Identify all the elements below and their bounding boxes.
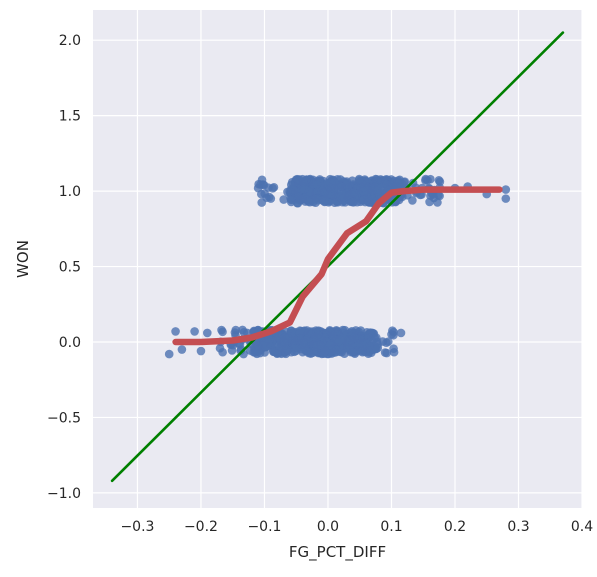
scatter-point bbox=[330, 327, 339, 336]
scatter-point bbox=[299, 184, 309, 194]
lowess-line bbox=[172, 186, 503, 346]
x-tick-label: −0.3 bbox=[120, 519, 154, 535]
x-tick-label: 0.1 bbox=[380, 519, 402, 535]
scatter-point bbox=[296, 326, 306, 336]
scatter-point bbox=[348, 197, 358, 207]
x-tick-label: −0.1 bbox=[247, 519, 281, 535]
scatter-point bbox=[286, 195, 296, 204]
scatter-point bbox=[326, 183, 335, 193]
scatter-point bbox=[256, 189, 266, 199]
scatter-point bbox=[348, 348, 358, 357]
scatter-point bbox=[190, 327, 199, 336]
x-tick-label: 0.4 bbox=[571, 519, 593, 535]
y-tick-label: 2.0 bbox=[59, 33, 81, 49]
scatter-point bbox=[354, 176, 364, 185]
scatter-point bbox=[257, 198, 267, 207]
scatter-point bbox=[217, 325, 226, 335]
scatter-point bbox=[340, 349, 349, 358]
scatter-point bbox=[203, 328, 212, 338]
plot-area bbox=[93, 10, 582, 508]
scatter-point bbox=[435, 191, 444, 201]
scatter-point bbox=[372, 333, 381, 342]
scatter-point bbox=[349, 188, 358, 198]
scatter-point bbox=[280, 333, 290, 342]
scatter-point bbox=[239, 327, 249, 337]
scatter-point bbox=[317, 186, 327, 196]
scatter-point bbox=[293, 198, 303, 208]
scatter-point bbox=[298, 177, 308, 186]
scatter-point bbox=[349, 333, 359, 342]
scatter-point bbox=[337, 194, 347, 204]
scatter-point bbox=[266, 194, 276, 203]
y-tick-label: 1.5 bbox=[59, 109, 81, 125]
scatter-point bbox=[390, 197, 400, 206]
x-axis-ticks: −0.3 −0.2 −0.1 0.0 0.1 0.2 0.3 0.4 bbox=[120, 519, 593, 535]
scatter-point bbox=[367, 185, 377, 195]
scatter-point bbox=[501, 185, 511, 194]
scatter-point bbox=[348, 176, 357, 185]
scatter-point bbox=[365, 341, 374, 351]
x-tick-label: 0.0 bbox=[317, 519, 339, 535]
scatter-point bbox=[396, 328, 406, 338]
y-axis-label: WON bbox=[14, 240, 32, 278]
scatter-point bbox=[399, 178, 409, 187]
scatter-point bbox=[363, 195, 373, 204]
scatter-point bbox=[279, 195, 288, 204]
scatter-point bbox=[316, 340, 325, 350]
y-tick-label: 1.0 bbox=[59, 184, 81, 200]
scatter-point bbox=[257, 175, 267, 185]
scatter-point bbox=[325, 340, 335, 350]
y-tick-label: 0.5 bbox=[59, 260, 81, 276]
scatter-point bbox=[433, 198, 442, 207]
scatter-point bbox=[389, 347, 399, 357]
scatter-point bbox=[304, 328, 313, 338]
scatter-point bbox=[196, 346, 206, 356]
scatter-point bbox=[283, 345, 292, 355]
scatter-point bbox=[340, 335, 350, 345]
scatter-point bbox=[356, 183, 365, 192]
y-tick-label: −0.5 bbox=[47, 410, 81, 426]
scatter-point bbox=[171, 327, 180, 336]
scatter-point bbox=[380, 348, 390, 357]
scatter-point bbox=[364, 329, 373, 339]
regression-line bbox=[110, 31, 565, 483]
scatter-point bbox=[308, 179, 318, 189]
x-tick-label: 0.3 bbox=[507, 519, 529, 535]
scatter-point bbox=[230, 328, 240, 337]
scatter-point bbox=[340, 325, 350, 335]
scatter-point bbox=[289, 185, 298, 195]
scatter-point bbox=[164, 349, 174, 359]
scatter-point bbox=[387, 330, 396, 339]
y-tick-label: 0.0 bbox=[59, 335, 81, 351]
scatter-point bbox=[408, 196, 417, 205]
scatter-point bbox=[215, 343, 225, 353]
scatter-point bbox=[177, 345, 187, 354]
scatter-point bbox=[320, 346, 330, 355]
scatter-point bbox=[269, 347, 279, 357]
scatter-point bbox=[378, 337, 388, 346]
scatter-point bbox=[264, 335, 274, 344]
scatter-point bbox=[310, 332, 320, 342]
y-tick-label: −1.0 bbox=[47, 486, 81, 502]
x-tick-label: −0.2 bbox=[184, 519, 218, 535]
scatter-point bbox=[434, 176, 444, 185]
fit-lines bbox=[110, 31, 565, 483]
scatter-point bbox=[501, 194, 511, 203]
scatter-point bbox=[421, 174, 431, 184]
x-tick-label: 0.2 bbox=[444, 519, 466, 535]
scatter-point bbox=[287, 329, 296, 338]
scatter-point bbox=[300, 343, 310, 353]
scatter-point bbox=[311, 194, 321, 203]
x-axis-label: FG_PCT_DIFF bbox=[289, 543, 386, 562]
scatter-point bbox=[264, 183, 273, 192]
scatter-point bbox=[252, 349, 262, 359]
y-axis-ticks: −1.0 −0.5 0.0 0.5 1.0 1.5 2.0 bbox=[47, 33, 81, 502]
scatter-point bbox=[391, 181, 401, 191]
